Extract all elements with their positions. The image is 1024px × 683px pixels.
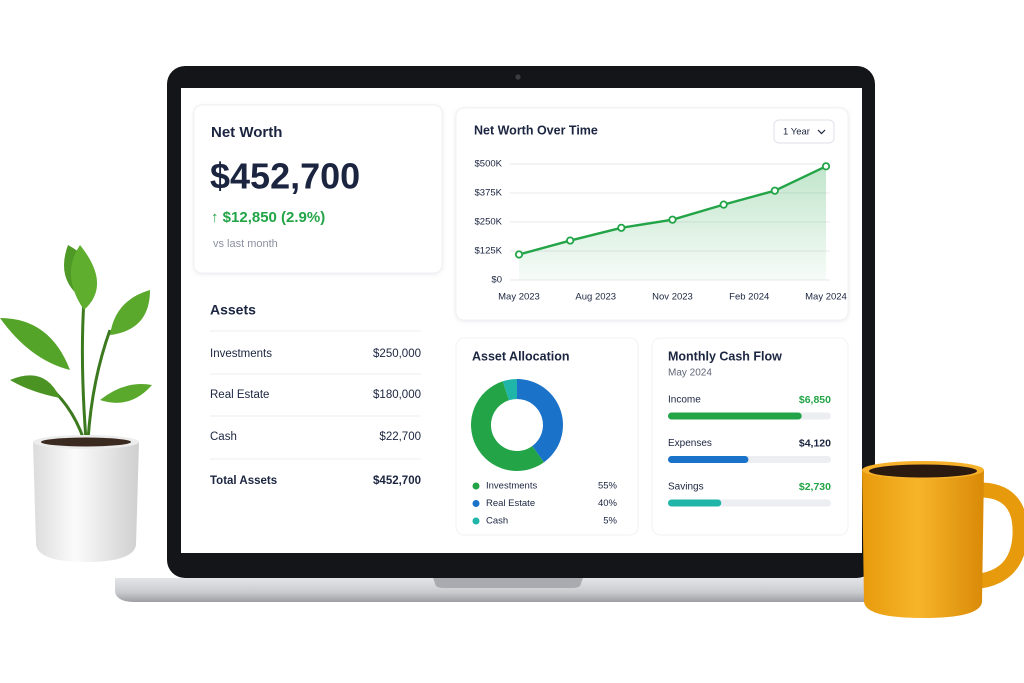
bar: [668, 456, 749, 463]
leaf: [70, 245, 98, 310]
y-tick-label: $375K: [475, 188, 503, 199]
net-worth-change: ↑ $12,850 (2.9%): [211, 209, 325, 226]
chart-title: Monthly Cash Flow: [668, 349, 782, 363]
stem: [86, 329, 112, 441]
legend-label: Cash: [486, 516, 508, 527]
total-value: $452,700: [373, 475, 421, 487]
leaf: [10, 375, 60, 398]
legend-dot: [472, 517, 480, 525]
plant: [0, 245, 152, 562]
dropdown-label[interactable]: 1 Year: [783, 127, 810, 138]
legend-value: 5%: [603, 516, 617, 527]
mug-body: [862, 470, 984, 618]
x-tick-label: May 2023: [498, 292, 540, 303]
point: [821, 162, 831, 171]
donut-slice: [502, 379, 517, 401]
y-tick-label: $125K: [475, 246, 503, 257]
soil: [41, 437, 131, 447]
legend-value: 55%: [598, 481, 618, 492]
mug: [862, 461, 1024, 618]
category-label: Income: [668, 395, 701, 406]
pot: [33, 442, 139, 562]
asset-value: $180,000: [373, 389, 421, 401]
asset-name: Cash: [210, 431, 237, 443]
leaf: [110, 290, 150, 335]
laptop-base: [115, 578, 905, 602]
laptop-notch: [433, 578, 583, 588]
legend-label: Investments: [486, 481, 537, 492]
x-tick-label: Nov 2023: [652, 292, 693, 303]
card-title: Net Worth: [211, 124, 282, 141]
legend-value: 40%: [598, 498, 618, 509]
donut-slice: [470, 381, 545, 472]
mug-handle: [969, 482, 1024, 590]
legend-dot: [472, 482, 480, 490]
coffee: [869, 464, 977, 478]
y-tick-label: $250K: [475, 217, 503, 228]
dropdown-chevron[interactable]: [817, 129, 826, 135]
leaf: [0, 318, 70, 370]
point: [514, 250, 524, 259]
bar: [668, 412, 802, 420]
legend-dot: [472, 500, 480, 507]
asset-name: Real Estate: [210, 389, 269, 401]
point: [566, 236, 575, 245]
assets-card: [194, 290, 442, 522]
cash-flow-card: [651, 337, 849, 536]
asset-name: Investments: [210, 348, 272, 360]
asset-value: $250,000: [373, 348, 421, 360]
asset-value: $22,700: [379, 431, 421, 443]
stem: [80, 299, 88, 441]
point: [719, 200, 728, 209]
donut-slice: [517, 379, 563, 463]
camera: [515, 74, 521, 80]
y-tick-label: $0: [491, 275, 502, 286]
bar: [668, 499, 722, 507]
dropdown-box[interactable]: [773, 119, 835, 144]
point: [617, 223, 626, 232]
point: [770, 186, 779, 195]
chart-subtitle: May 2024: [668, 368, 712, 379]
x-tick-label: May 2024: [805, 292, 847, 303]
total-label: Total Assets: [210, 475, 277, 487]
chart-title: Net Worth Over Time: [474, 123, 598, 137]
y-tick-label: $500K: [475, 159, 503, 170]
category-label: Expenses: [668, 438, 712, 449]
charts: $0 $125K $250K $375K $500K May 2023 Aug 2023 No…: [470, 159, 847, 527]
x-tick-label: Aug 2023: [575, 292, 616, 303]
value-label: $6,850: [799, 394, 831, 406]
point: [668, 215, 677, 224]
category-label: Savings: [668, 482, 704, 493]
net-worth-note: vs last month: [213, 238, 278, 250]
net-worth-card: [193, 104, 443, 274]
net-worth-value: $452,700: [210, 156, 360, 197]
assets-table: Investments $250,000 Real Estate $180,000 Ca…: [210, 330, 421, 487]
x-tick-label: Feb 2024: [729, 292, 769, 303]
value-label: $2,730: [799, 481, 831, 493]
leaf: [100, 384, 152, 403]
chart-title: Asset Allocation: [472, 349, 569, 363]
range-dropdown[interactable]: 1 Year: [773, 119, 835, 144]
legend-label: Real Estate: [486, 498, 535, 509]
value-label: $4,120: [799, 437, 831, 449]
card-title: Assets: [210, 302, 256, 318]
